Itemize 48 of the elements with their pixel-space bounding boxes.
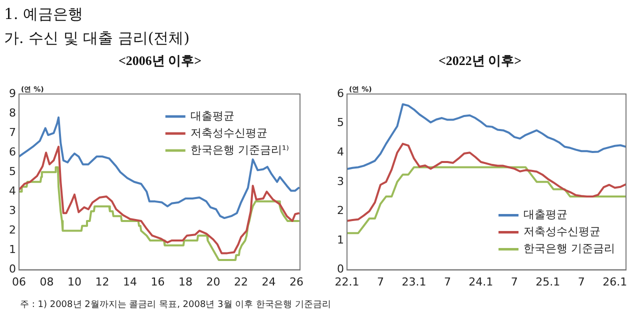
y-tick-label: 0 (9, 262, 16, 276)
x-tick-label: 24 (262, 275, 276, 288)
x-tick-label: 16 (150, 275, 165, 288)
legend-label: 한국은행 기준금리¹⁾ (190, 143, 290, 156)
x-tick-label: 22 (234, 275, 248, 288)
x-tick-label: 7 (444, 275, 451, 288)
legend-label: 한국은행 기준금리 (524, 242, 616, 256)
y-tick-label: 5 (9, 164, 16, 178)
x-tick-label: 08 (40, 275, 54, 288)
y-tick-label: 0 (337, 262, 344, 276)
x-tick-label: 22.1 (334, 275, 360, 288)
legend-label: 저축성수신평균 (524, 225, 601, 238)
y-tick-label: 4 (337, 145, 344, 158)
x-tick-label: 12 (95, 275, 110, 288)
y-tick-label: 3 (337, 174, 344, 188)
x-tick-label: 06 (12, 275, 26, 288)
legend-label: 대출평균 (190, 109, 234, 122)
x-tick-label: 23.1 (402, 275, 426, 288)
y-tick-label: 5 (337, 116, 344, 130)
y-tick-label: 6 (9, 145, 16, 158)
x-tick-label: 20 (206, 275, 220, 288)
x-tick-label: 18 (178, 275, 193, 288)
x-tick-label: 7 (376, 275, 384, 288)
y-tick-label: 7 (9, 126, 16, 139)
legend-label: 대출평균 (524, 208, 568, 222)
x-tick-label: 7 (510, 275, 518, 288)
y-tick-label: 1 (9, 243, 16, 256)
x-tick-label: 24.1 (468, 275, 494, 288)
chart-title: <2022년 이후> (437, 52, 523, 70)
x-tick-label: 25.1 (536, 275, 560, 288)
legend-label: 저축성수신평균 (190, 126, 268, 140)
x-tick-label: 10 (68, 275, 82, 288)
x-tick-label: 7 (578, 275, 585, 288)
x-tick-label: 14 (123, 275, 138, 288)
y-tick-label: 8 (9, 106, 16, 120)
y-tick-label: 2 (9, 224, 16, 237)
text: 가. 수신 및 대출 금리(전체) (4, 28, 190, 49)
y-tick-label: 6 (337, 86, 344, 100)
text: 주 : 1) 2008년 2월까지는 콜금리 목표, 2008년 3월 이후 한국은행 기준금리 (20, 299, 331, 311)
y-tick-label: 9 (9, 86, 16, 100)
y-tick-label: 2 (337, 204, 344, 218)
y-tick-label: 3 (9, 204, 16, 218)
x-tick-label: 26.1 (602, 275, 628, 288)
y-tick-label: 1 (337, 233, 344, 246)
x-tick-label: 26 (290, 275, 304, 288)
y-tick-label: 4 (9, 184, 16, 198)
chart-title: <2006년 이후> (117, 52, 203, 70)
text: 1. 예금은행 (4, 4, 84, 25)
